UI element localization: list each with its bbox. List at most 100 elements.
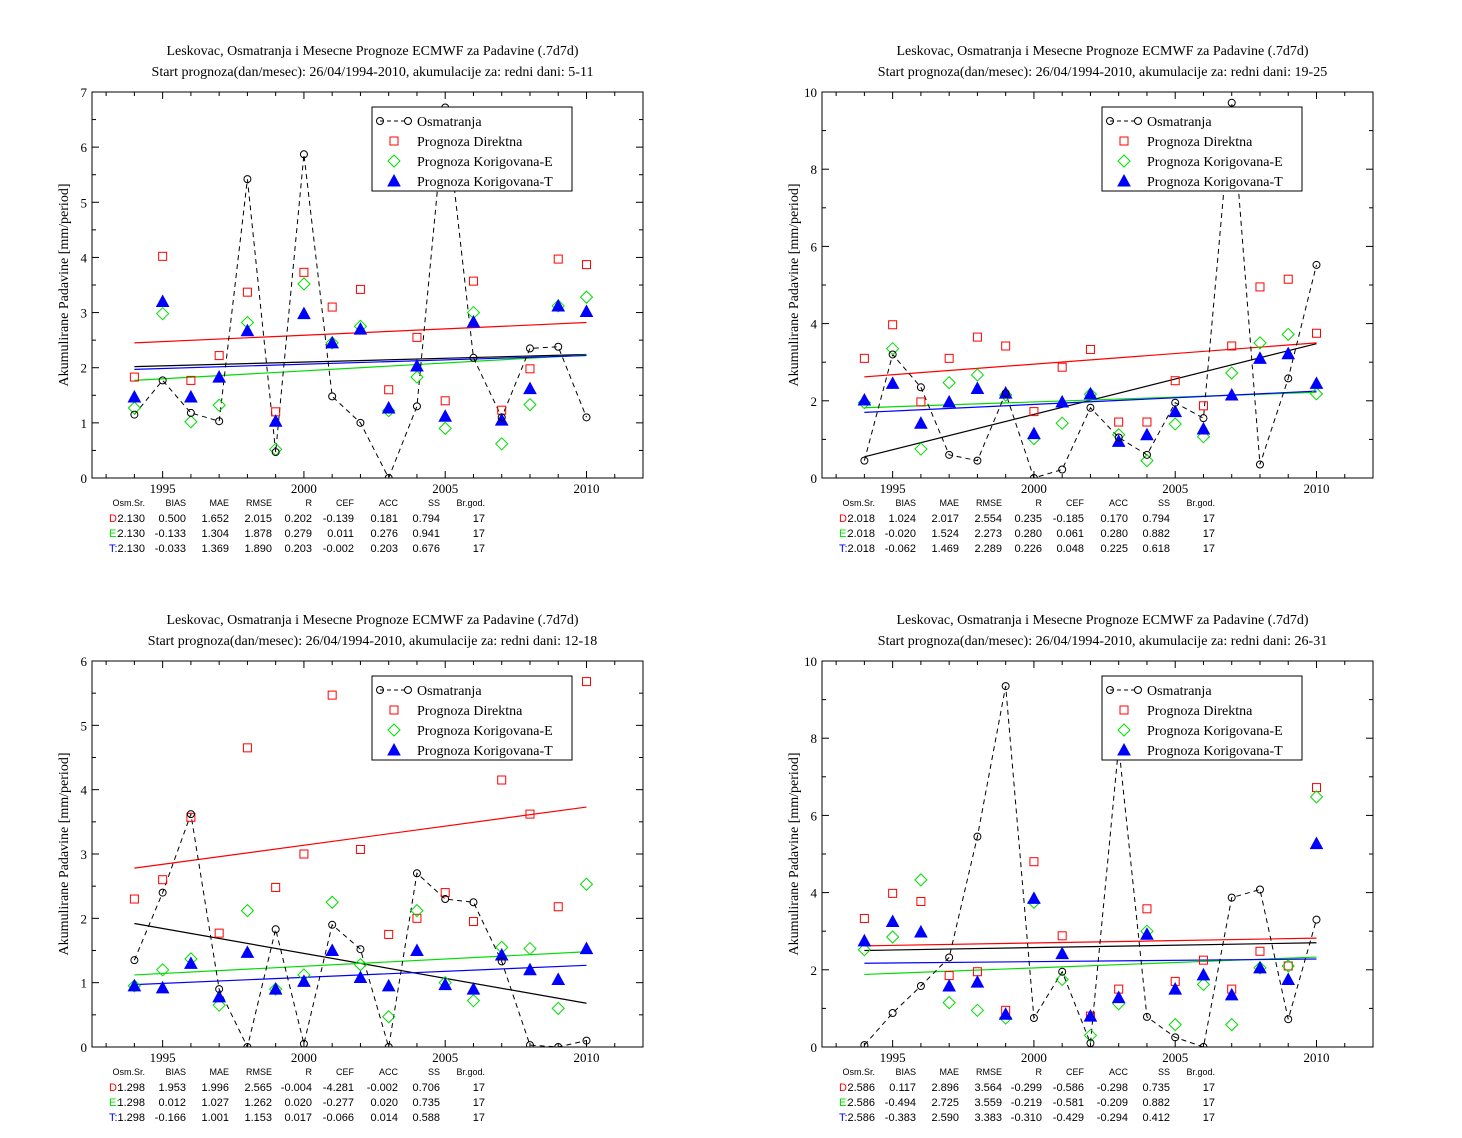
direct-marker	[412, 332, 422, 342]
stat-value: 17	[1203, 1112, 1215, 1124]
direct-marker	[1227, 341, 1237, 351]
stat-value: 1.298	[117, 1082, 145, 1094]
stat-value: 1.298	[117, 1112, 145, 1124]
stat-value: 1.524	[931, 528, 959, 540]
x-tick-label: 2000	[291, 1050, 317, 1065]
obs-marker	[1029, 474, 1038, 478]
obs-marker	[554, 342, 563, 351]
stat-value: 3.564	[974, 1082, 1002, 1094]
y-tick-label: 0	[81, 471, 88, 486]
obs-marker	[1227, 893, 1236, 902]
corrT-marker	[1196, 421, 1211, 435]
corrE-marker	[268, 982, 283, 996]
stat-row-label: E:	[109, 528, 119, 540]
legend-item-2: Prognoza Korigovana-E	[417, 724, 553, 739]
obs-marker	[130, 956, 139, 965]
obs-marker	[1114, 433, 1123, 442]
corrT-marker	[1140, 427, 1154, 441]
stats-table: Osm.Sr. BIAS MAE RMSE R CEF ACC SS Br.god.D:1.29…	[109, 1067, 485, 1124]
direct-marker	[355, 844, 365, 854]
stat-header: Osm.Sr.	[112, 1067, 145, 1077]
stat-value: 2.590	[931, 1112, 959, 1124]
x-tick-label: 2010	[1303, 1050, 1329, 1065]
y-tick-label: 0	[81, 1040, 88, 1055]
stat-value: 0.882	[1142, 528, 1170, 540]
obs-marker	[860, 456, 869, 465]
stat-value: 2.554	[974, 513, 1002, 525]
corrE-marker	[942, 995, 956, 1010]
corrE-marker	[1168, 1017, 1182, 1032]
corrE-marker	[579, 290, 594, 304]
y-tick-label: 2	[81, 361, 88, 376]
stat-value: 0.941	[412, 528, 440, 540]
stat-header: R	[1036, 498, 1043, 508]
stat-value: 0.735	[412, 1097, 440, 1109]
stat-header: ACC	[379, 498, 399, 508]
corrE-marker	[155, 306, 170, 321]
corrT-marker	[942, 978, 956, 992]
corrE-marker	[495, 437, 509, 451]
corrT-marker	[438, 977, 453, 991]
legend-item-1: Prognoza Direktna	[1147, 135, 1253, 150]
obs-marker	[186, 810, 195, 819]
stat-value: -0.586	[1053, 1082, 1084, 1094]
obs-marker	[582, 1036, 591, 1045]
stat-value: -0.033	[155, 543, 186, 555]
stat-value: -0.494	[885, 1097, 916, 1109]
direct-marker	[1029, 857, 1039, 867]
stat-value: 1.878	[244, 528, 272, 540]
stat-value: 2.018	[847, 528, 875, 540]
stat-value: -0.298	[1097, 1082, 1128, 1094]
direct-marker	[888, 888, 898, 898]
stat-header: R	[306, 498, 313, 508]
chart-subtitle: Start prognoza(dan/mesec): 26/04/1994-20…	[152, 65, 594, 80]
y-tick-label: 0	[811, 1040, 818, 1055]
chart-panel-4: Leskovac, Osmatranja i Mesecne Prognoze …	[787, 613, 1374, 1124]
stat-header: MAE	[209, 498, 229, 508]
stat-header: MAE	[209, 1067, 229, 1077]
corrT-marker	[1083, 1009, 1098, 1022]
obs-marker	[973, 832, 982, 841]
obs-marker	[1029, 1014, 1038, 1023]
stat-value: 17	[473, 1082, 485, 1094]
x-tick-label: 2000	[1021, 481, 1047, 496]
corrE-marker	[212, 398, 226, 412]
corrT-marker	[1253, 351, 1267, 364]
y-tick-label: 5	[81, 718, 88, 733]
y-tick-label: 4	[81, 783, 88, 798]
stat-value: 0.012	[158, 1097, 186, 1109]
x-tick-label: 1995	[880, 1050, 906, 1065]
corrT-marker	[1117, 742, 1131, 756]
obs-marker	[1312, 915, 1321, 924]
corrT-marker	[998, 1007, 1013, 1020]
stat-value: 0.048	[1056, 543, 1084, 555]
corrE-marker	[914, 442, 928, 456]
corrE-marker	[1083, 387, 1098, 401]
corrT-marker	[155, 294, 170, 308]
stat-value: 17	[473, 1112, 485, 1124]
direct-marker	[242, 287, 252, 297]
stat-value: 2.586	[847, 1097, 875, 1109]
obs-marker	[412, 869, 421, 878]
stat-value: 0.706	[412, 1082, 440, 1094]
legend-item-1: Prognoza Direktna	[417, 704, 523, 719]
stat-value: 1.001	[201, 1112, 229, 1124]
direct-marker	[972, 332, 982, 342]
direct-marker	[1119, 705, 1129, 715]
corrE-marker	[297, 277, 311, 291]
stat-value: 17	[1203, 1097, 1215, 1109]
legend-item-0: Osmatranja	[1147, 115, 1212, 130]
obs-marker	[1086, 1039, 1095, 1047]
direct-marker	[1085, 344, 1095, 354]
stat-value: 17	[1203, 528, 1215, 540]
stats-table: Osm.Sr. BIAS MAE RMSE R CEF ACC SS Br.god.D:2.01…	[839, 498, 1215, 555]
corrT-marker	[184, 389, 198, 403]
legend-box	[371, 106, 573, 192]
obs-marker	[1255, 460, 1264, 469]
corrE-marker	[240, 903, 255, 918]
trend-line-3	[864, 958, 1317, 964]
direct-marker	[1114, 417, 1124, 427]
stat-value: 0.412	[1142, 1112, 1170, 1124]
corrT-marker	[297, 974, 311, 987]
corrT-marker	[325, 335, 340, 349]
